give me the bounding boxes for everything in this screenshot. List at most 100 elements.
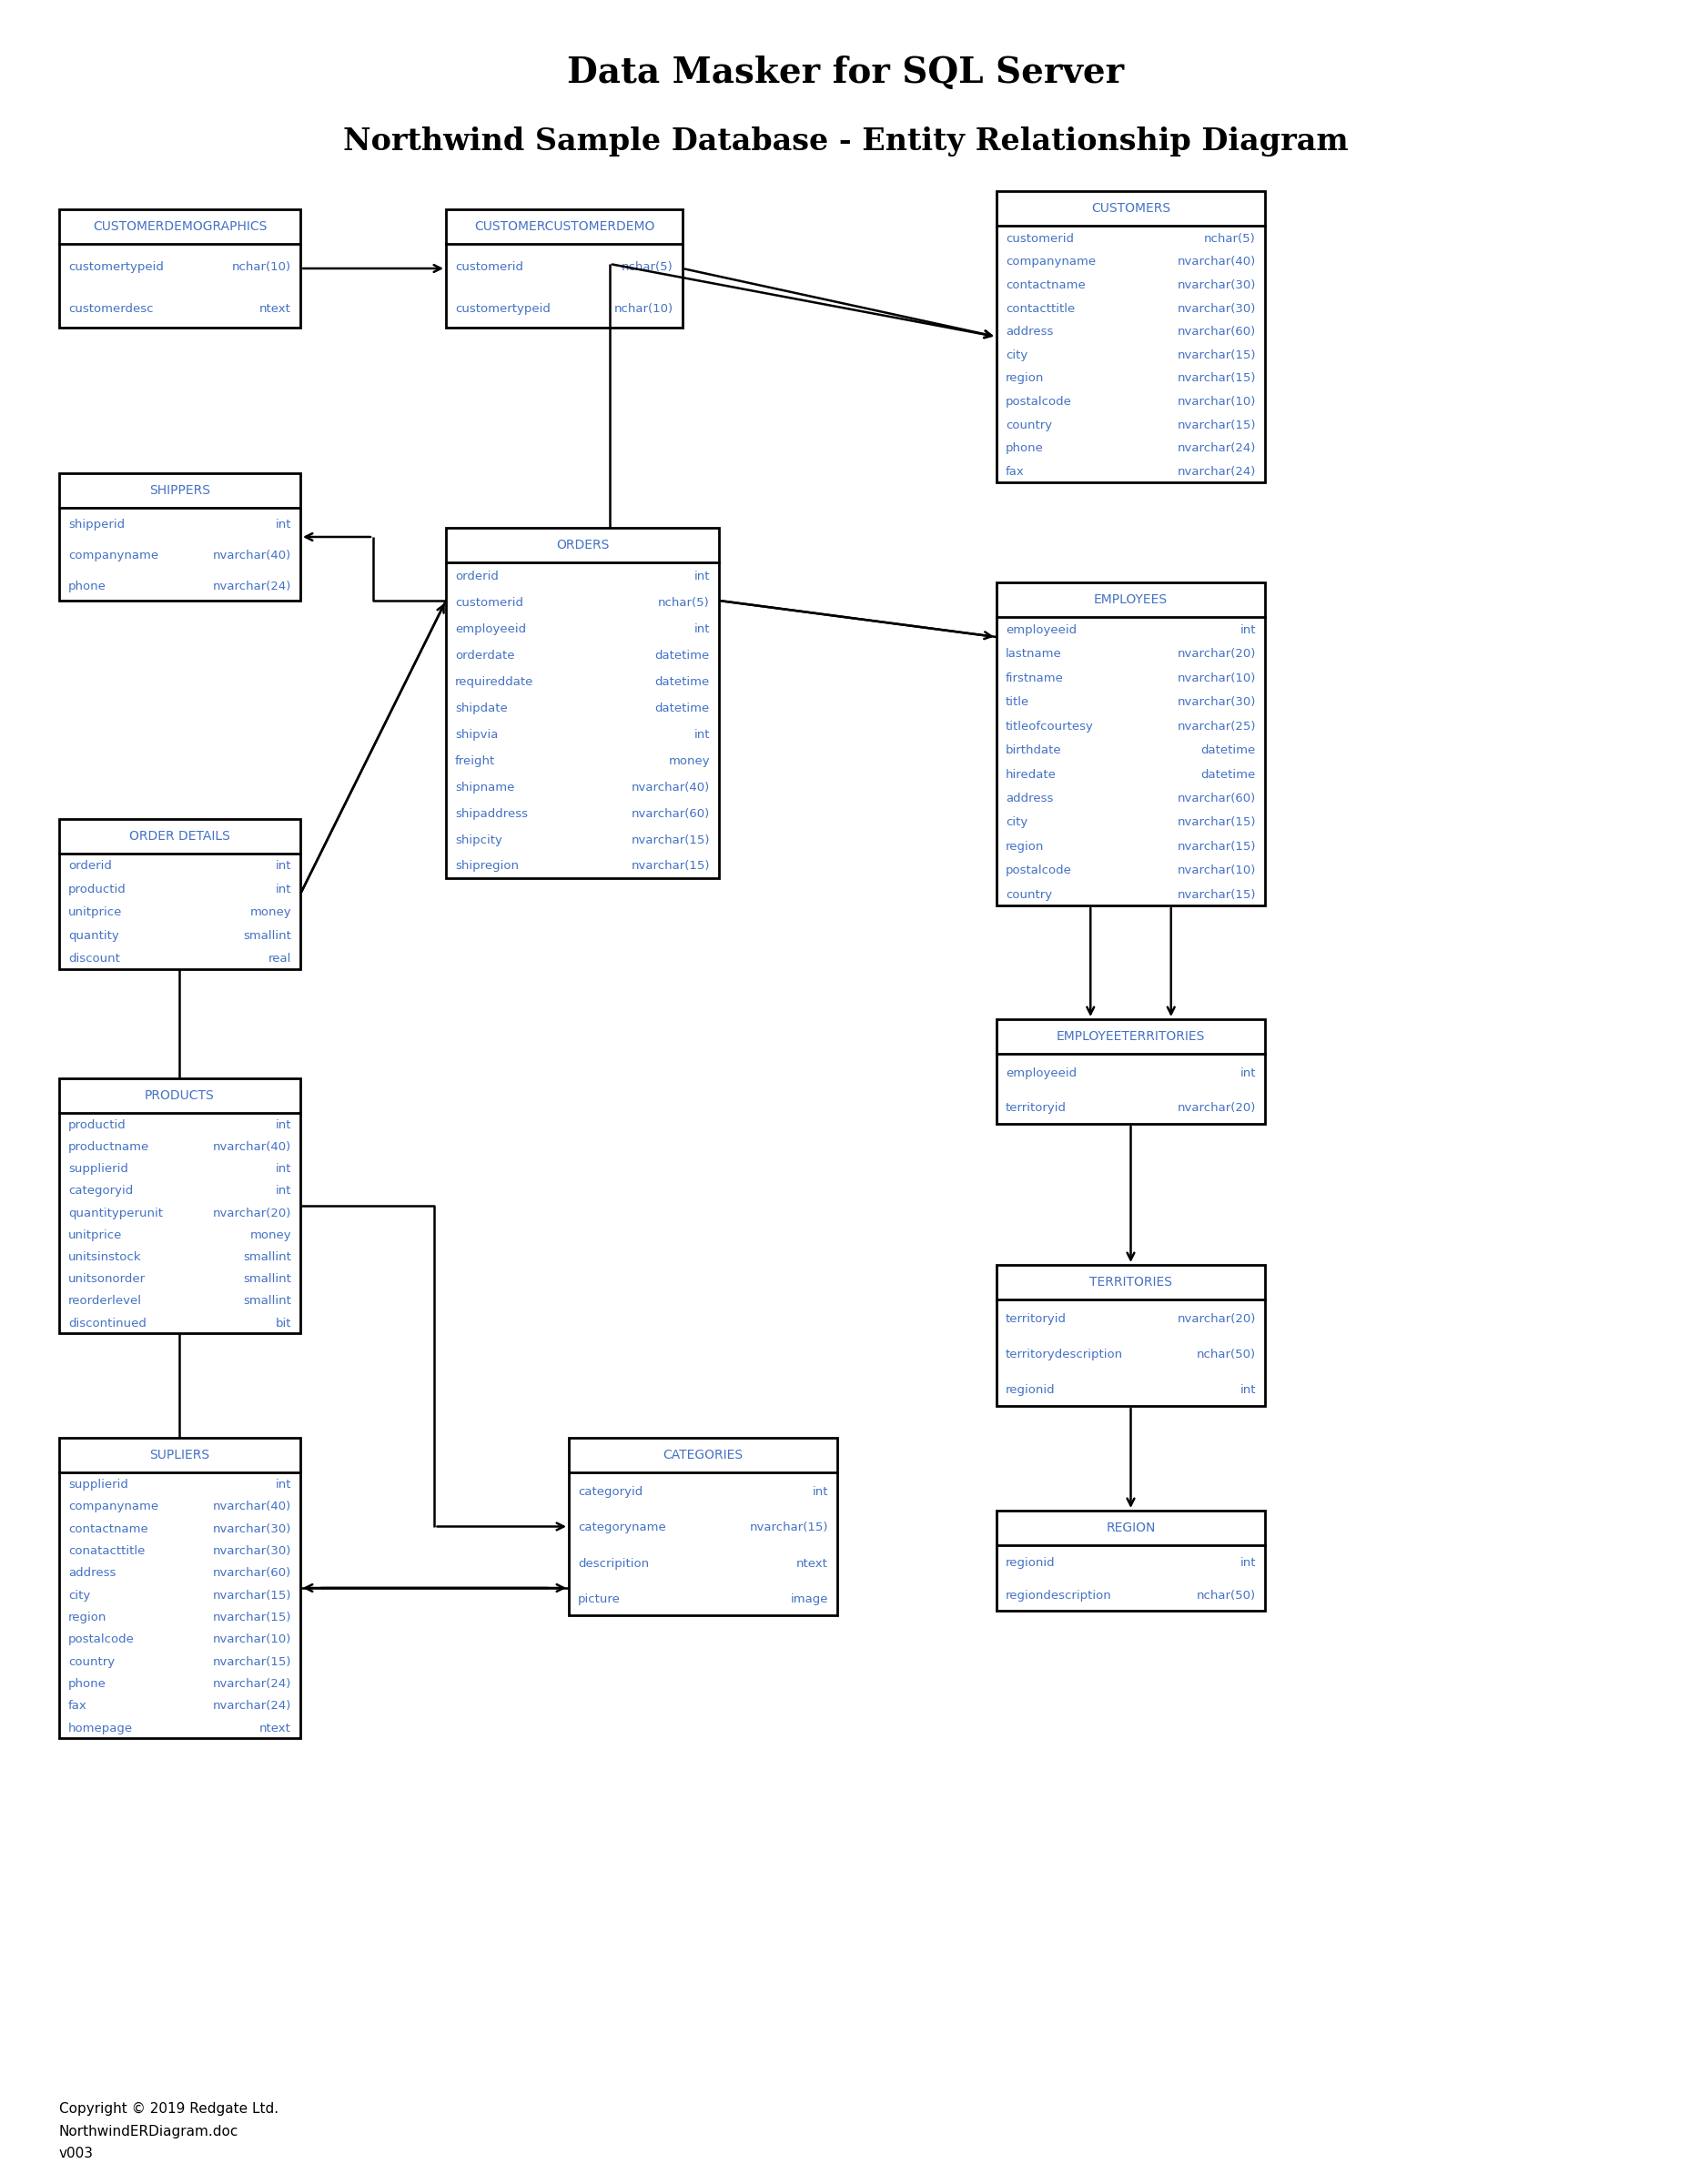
Text: categoryid: categoryid xyxy=(578,1485,642,1498)
Text: int: int xyxy=(693,729,710,740)
Text: nvarchar(24): nvarchar(24) xyxy=(1176,465,1256,478)
Text: datetime: datetime xyxy=(654,651,710,662)
Text: SUPLIERS: SUPLIERS xyxy=(150,1448,210,1461)
Text: nvarchar(24): nvarchar(24) xyxy=(213,1677,291,1690)
Text: ORDERS: ORDERS xyxy=(556,539,608,550)
Text: unitprice: unitprice xyxy=(68,1230,122,1241)
Text: nvarchar(24): nvarchar(24) xyxy=(213,1699,291,1712)
Text: money: money xyxy=(668,756,710,767)
Text: CUSTOMERCUSTOMERDEMO: CUSTOMERCUSTOMERDEMO xyxy=(473,221,654,234)
Text: companyname: companyname xyxy=(68,550,159,561)
Text: customerid: customerid xyxy=(455,262,522,273)
Text: nvarchar(60): nvarchar(60) xyxy=(630,808,710,819)
Text: phone: phone xyxy=(1006,443,1043,454)
Text: nvarchar(24): nvarchar(24) xyxy=(1176,443,1256,454)
Text: nvarchar(15): nvarchar(15) xyxy=(213,1655,291,1669)
Text: nvarchar(30): nvarchar(30) xyxy=(1176,697,1256,708)
Text: int: int xyxy=(275,1186,291,1197)
Text: nvarchar(10): nvarchar(10) xyxy=(1176,673,1256,684)
Text: nvarchar(10): nvarchar(10) xyxy=(1176,395,1256,408)
Text: companyname: companyname xyxy=(1006,256,1095,269)
Text: shipperid: shipperid xyxy=(68,520,125,531)
Text: title: title xyxy=(1006,697,1029,708)
Text: country: country xyxy=(68,1655,115,1669)
Text: EMPLOYEETERRITORIES: EMPLOYEETERRITORIES xyxy=(1056,1031,1205,1042)
Text: nvarchar(30): nvarchar(30) xyxy=(1176,304,1256,314)
Text: discount: discount xyxy=(68,952,120,965)
Text: fax: fax xyxy=(68,1699,88,1712)
Text: shipcity: shipcity xyxy=(455,834,502,845)
Text: bit: bit xyxy=(275,1317,291,1330)
Text: nvarchar(60): nvarchar(60) xyxy=(213,1568,291,1579)
Text: int: int xyxy=(275,885,291,895)
Text: nvarchar(10): nvarchar(10) xyxy=(213,1634,291,1645)
Text: supplierid: supplierid xyxy=(68,1164,128,1175)
Text: lastname: lastname xyxy=(1006,649,1061,660)
Text: contactname: contactname xyxy=(1006,280,1085,290)
Text: nvarchar(15): nvarchar(15) xyxy=(749,1522,828,1533)
Text: employeeid: employeeid xyxy=(455,625,526,636)
Text: datetime: datetime xyxy=(1200,745,1256,756)
Text: contacttitle: contacttitle xyxy=(1006,304,1075,314)
Bar xyxy=(995,1511,1264,1612)
Text: companyname: companyname xyxy=(68,1500,159,1514)
Text: homepage: homepage xyxy=(68,1723,134,1734)
Bar xyxy=(59,1079,301,1332)
Text: shipdate: shipdate xyxy=(455,703,507,714)
Text: productname: productname xyxy=(68,1142,149,1153)
Text: address: address xyxy=(1006,793,1053,804)
Text: region: region xyxy=(1006,841,1044,852)
Text: int: int xyxy=(275,1164,291,1175)
Text: nchar(50): nchar(50) xyxy=(1197,1590,1256,1601)
Text: postalcode: postalcode xyxy=(1006,865,1071,876)
Text: conatacttitle: conatacttitle xyxy=(68,1544,145,1557)
Text: nvarchar(15): nvarchar(15) xyxy=(630,860,710,871)
Bar xyxy=(995,1020,1264,1125)
Text: smallint: smallint xyxy=(243,930,291,941)
Text: datetime: datetime xyxy=(654,677,710,688)
Text: nvarchar(40): nvarchar(40) xyxy=(213,1142,291,1153)
Text: customertypeid: customertypeid xyxy=(68,262,164,273)
Text: Copyright © 2019 Redgate Ltd.
NorthwindERDiagram.doc
v003: Copyright © 2019 Redgate Ltd. NorthwindE… xyxy=(59,2101,279,2160)
Text: nvarchar(30): nvarchar(30) xyxy=(213,1522,291,1535)
Text: nvarchar(15): nvarchar(15) xyxy=(1176,419,1256,430)
Text: regionid: regionid xyxy=(1006,1557,1055,1568)
Text: nvarchar(40): nvarchar(40) xyxy=(213,550,291,561)
Text: ntext: ntext xyxy=(259,1723,291,1734)
Bar xyxy=(59,819,301,970)
Text: smallint: smallint xyxy=(243,1295,291,1308)
Text: orderdate: orderdate xyxy=(455,651,514,662)
Text: nchar(5): nchar(5) xyxy=(1203,232,1256,245)
Text: supplierid: supplierid xyxy=(68,1479,128,1489)
Text: int: int xyxy=(1239,1557,1256,1568)
Text: city: city xyxy=(1006,817,1028,828)
Text: unitsinstock: unitsinstock xyxy=(68,1251,142,1262)
Text: nchar(10): nchar(10) xyxy=(232,262,291,273)
Text: nvarchar(15): nvarchar(15) xyxy=(1176,841,1256,852)
Text: nvarchar(15): nvarchar(15) xyxy=(1176,373,1256,384)
Text: ORDER DETAILS: ORDER DETAILS xyxy=(128,830,230,843)
Text: nvarchar(60): nvarchar(60) xyxy=(1176,793,1256,804)
Text: int: int xyxy=(275,860,291,871)
Text: int: int xyxy=(275,520,291,531)
Text: int: int xyxy=(1239,1385,1256,1396)
Text: nvarchar(40): nvarchar(40) xyxy=(1176,256,1256,269)
Text: descripition: descripition xyxy=(578,1557,649,1570)
Text: customertypeid: customertypeid xyxy=(455,304,551,314)
Text: regiondescription: regiondescription xyxy=(1006,1590,1112,1601)
Text: nvarchar(15): nvarchar(15) xyxy=(630,834,710,845)
Text: titleofcourtesy: titleofcourtesy xyxy=(1006,721,1093,732)
Text: picture: picture xyxy=(578,1594,620,1605)
Text: region: region xyxy=(1006,373,1044,384)
Bar xyxy=(446,210,683,328)
Text: firstname: firstname xyxy=(1006,673,1063,684)
Text: int: int xyxy=(811,1485,828,1498)
Text: nchar(50): nchar(50) xyxy=(1197,1348,1256,1361)
Text: shipregion: shipregion xyxy=(455,860,519,871)
Text: CUSTOMERS: CUSTOMERS xyxy=(1090,201,1169,214)
Text: nvarchar(15): nvarchar(15) xyxy=(1176,349,1256,360)
Text: employeeid: employeeid xyxy=(1006,1068,1077,1079)
Text: EMPLOYEES: EMPLOYEES xyxy=(1093,594,1168,605)
Text: nvarchar(15): nvarchar(15) xyxy=(1176,817,1256,828)
Text: CUSTOMERDEMOGRAPHICS: CUSTOMERDEMOGRAPHICS xyxy=(93,221,267,234)
